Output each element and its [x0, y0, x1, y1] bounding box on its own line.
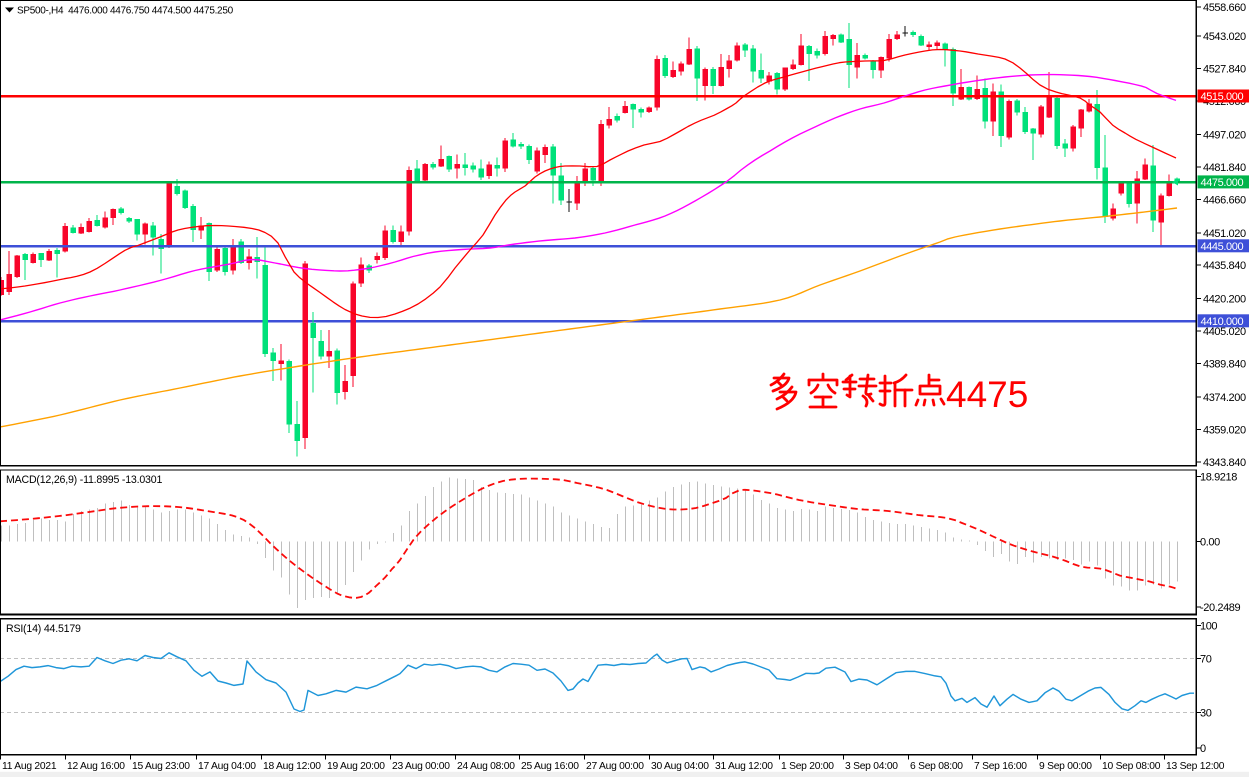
svg-text:11 Aug 2021: 11 Aug 2021 — [2, 761, 57, 772]
svg-text:30 Aug 04:00: 30 Aug 04:00 — [651, 761, 709, 772]
svg-text:0: 0 — [1200, 743, 1206, 755]
svg-text:31 Aug 12:00: 31 Aug 12:00 — [715, 761, 773, 772]
svg-text:10 Sep 08:00: 10 Sep 08:00 — [1102, 761, 1161, 772]
svg-text:100: 100 — [1200, 621, 1217, 633]
svg-text:13 Sep 12:00: 13 Sep 12:00 — [1166, 761, 1225, 772]
svg-text:15 Aug 23:00: 15 Aug 23:00 — [132, 761, 190, 772]
svg-text:4389.840: 4389.840 — [1203, 359, 1246, 371]
svg-text:70: 70 — [1200, 654, 1212, 666]
svg-text:4435.840: 4435.840 — [1203, 260, 1246, 272]
svg-text:4475.000: 4475.000 — [1201, 177, 1244, 189]
svg-text:4497.020: 4497.020 — [1203, 129, 1246, 141]
svg-text:4558.660: 4558.660 — [1203, 2, 1246, 14]
svg-text:18.9218: 18.9218 — [1200, 472, 1237, 484]
svg-text:4445.000: 4445.000 — [1201, 241, 1244, 253]
svg-text:4475: 4475 — [946, 374, 1028, 415]
svg-text:3 Sep 04:00: 3 Sep 04:00 — [845, 761, 898, 772]
svg-text:9 Sep 00:00: 9 Sep 00:00 — [1039, 761, 1092, 772]
svg-text:4481.840: 4481.840 — [1203, 162, 1246, 174]
svg-text:25 Aug 16:00: 25 Aug 16:00 — [521, 761, 579, 772]
svg-text:19 Aug 20:00: 19 Aug 20:00 — [327, 761, 385, 772]
svg-text:23 Aug 00:00: 23 Aug 00:00 — [392, 761, 450, 772]
svg-text:SP500-,H4 4476.000 4476.750 4: SP500-,H4 4476.000 4476.750 4474.500 447… — [17, 5, 234, 16]
svg-text:24 Aug 08:00: 24 Aug 08:00 — [457, 761, 515, 772]
svg-text:1 Sep 20:00: 1 Sep 20:00 — [781, 761, 834, 772]
svg-text:4410.000: 4410.000 — [1201, 316, 1244, 328]
svg-text:4405.020: 4405.020 — [1203, 326, 1246, 338]
svg-text:4343.840: 4343.840 — [1203, 457, 1246, 469]
svg-text:4451.020: 4451.020 — [1203, 228, 1246, 240]
svg-text:12 Aug 16:00: 12 Aug 16:00 — [67, 761, 125, 772]
svg-text:4420.200: 4420.200 — [1203, 294, 1246, 306]
svg-text:4527.840: 4527.840 — [1203, 64, 1246, 76]
svg-text:7 Sep 16:00: 7 Sep 16:00 — [974, 761, 1027, 772]
svg-text:6 Sep 08:00: 6 Sep 08:00 — [910, 761, 963, 772]
svg-text:4515.000: 4515.000 — [1201, 91, 1244, 103]
svg-text:0.00: 0.00 — [1200, 536, 1220, 548]
svg-text:4359.020: 4359.020 — [1203, 425, 1246, 437]
svg-text:-20.2489: -20.2489 — [1200, 602, 1241, 614]
svg-text:4466.660: 4466.660 — [1203, 194, 1246, 206]
svg-text:RSI(14) 44.5179: RSI(14) 44.5179 — [6, 623, 81, 635]
svg-text:17 Aug 04:00: 17 Aug 04:00 — [198, 761, 256, 772]
svg-text:4543.020: 4543.020 — [1203, 31, 1246, 43]
svg-text:4374.200: 4374.200 — [1203, 392, 1246, 404]
svg-text:30: 30 — [1200, 708, 1212, 720]
svg-text:18 Aug 12:00: 18 Aug 12:00 — [263, 761, 321, 772]
svg-text:MACD(12,26,9) -11.8995 -13.030: MACD(12,26,9) -11.8995 -13.0301 — [6, 474, 162, 486]
svg-text:27 Aug 00:00: 27 Aug 00:00 — [586, 761, 644, 772]
